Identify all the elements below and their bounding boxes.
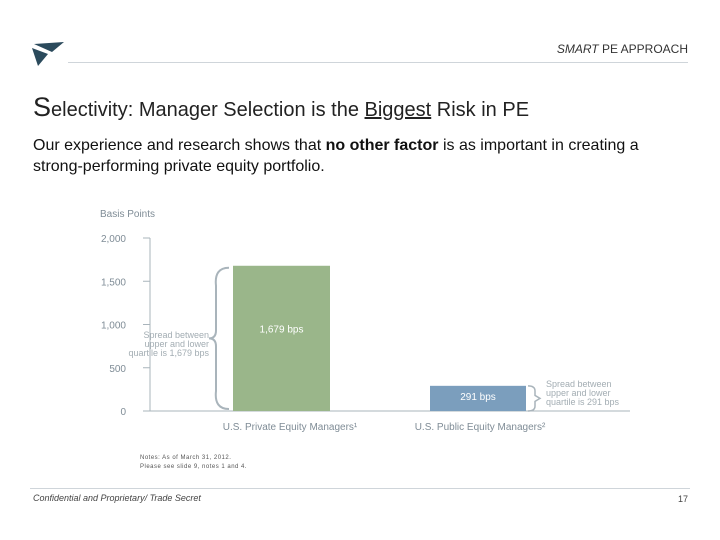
notes-line-1: Notes: As of March 31, 2012. [140,455,232,461]
intro-text: Our experience and research shows that n… [33,137,639,175]
spread-annotation: quartile is 1,679 bps [128,348,209,358]
page-title: Selectivity: Manager Selection is the Bi… [33,92,530,122]
chart-bar [233,265,330,411]
chart-bar [430,385,526,411]
y-tick-label: 500 [109,364,126,375]
page-number: 17 [677,494,688,504]
footer-divider [30,488,690,489]
company-logo-icon [32,42,64,66]
intro-emphasis: no other factor [325,137,439,154]
x-category-label: U.S. Public Equity Managers² [415,422,546,433]
y-tick-label: 1,500 [101,277,126,288]
x-category-label: U.S. Private Equity Managers¹ [223,422,358,433]
spread-bracket [208,266,230,410]
chart-notes: Notes: As of March 31, 2012. Please see … [140,454,247,472]
header-divider [68,62,688,63]
spread-bracket [527,385,542,412]
spread-annotation: Spread between [143,330,209,340]
bar-value-label: 291 bps [460,392,496,403]
y-axis-label: Basis Points [100,209,155,220]
spread-annotation: Spread between [546,379,612,389]
y-tick-label: 2,000 [101,234,126,245]
header-section-tag: SMART PE APPROACH [556,42,688,56]
spread-annotation: quartile is 291 bps [546,397,620,407]
footer-confidential: Confidential and Proprietary/ Trade Secr… [33,493,201,503]
y-tick-label: 1,000 [101,321,126,332]
notes-line-2: Please see slide 9, notes 1 and 4. [140,464,248,470]
spread-annotation: upper and lower [144,339,209,349]
y-tick-label: 0 [120,407,126,418]
spread-annotation: upper and lower [546,388,611,398]
bar-value-label: 1,679 bps [260,325,304,336]
